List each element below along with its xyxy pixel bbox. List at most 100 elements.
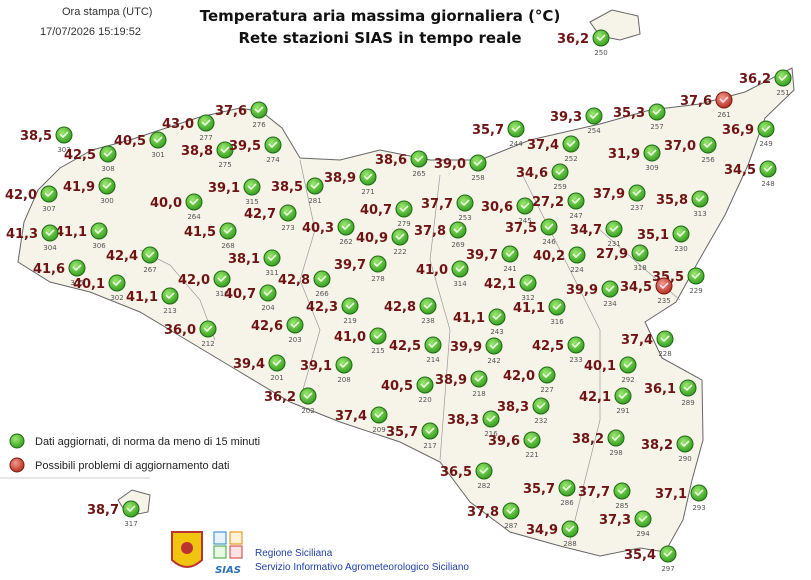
station: 216 38,3 [447,410,500,438]
station-temp: 36,2 [264,390,296,405]
station: 202 36,2 [264,387,317,415]
station-id: 242 [487,357,500,365]
station: 286 35,7 [523,479,576,507]
station: 292 40,1 [584,356,637,384]
station-id: 278 [371,275,384,283]
station-id: 314 [453,280,467,288]
sias-logo-text: SIAS [215,565,241,576]
station-check [153,136,163,144]
station-check [505,250,515,258]
station-id: 244 [509,140,523,148]
print-label: Ora stampa (UTC) [62,6,152,18]
station-check [363,173,373,181]
station-check [453,226,463,234]
station: 261 37,6 [680,91,733,119]
station-check [373,260,383,268]
station-temp: 34,9 [526,523,558,538]
station-id: 213 [163,307,176,315]
station-temp: 38,6 [375,153,407,168]
station-check [566,140,576,148]
station-check [345,302,355,310]
station-check [663,550,673,558]
station-temp: 42,0 [5,188,37,203]
station-temp: 40,2 [533,249,565,264]
station-temp: 36,1 [644,382,676,397]
station: 281 38,5 [271,177,324,205]
station-temp: 39,6 [488,434,520,449]
station-id: 227 [540,386,553,394]
station-check [527,436,537,444]
station-id: 318 [633,264,646,272]
station-temp: 39,7 [466,248,498,263]
station-check [617,487,627,495]
station-id: 281 [308,197,321,205]
station-check [428,341,438,349]
sias-logo-tile [213,531,227,545]
station-id: 313 [693,210,706,218]
station: 257 35,3 [613,103,666,131]
station-id: 258 [471,174,484,182]
station-check [283,209,293,217]
station-check [763,165,773,173]
station: 231 34,7 [570,220,623,248]
station: 302 40,1 [73,274,126,302]
station-temp: 35,1 [637,228,669,243]
station-check [220,146,230,154]
station-id: 235 [657,297,670,305]
station-temp: 39,7 [334,258,366,273]
station-id: 228 [658,350,671,358]
station: 314 41,0 [416,260,469,288]
station-id: 308 [101,165,114,173]
station: 303 38,5 [20,126,73,154]
station: 305 41,6 [33,259,86,287]
station-check [703,141,713,149]
station: 274 39,5 [229,136,282,164]
station: 246 37,5 [505,218,558,246]
station: 245 30,6 [481,197,534,225]
print-time: 17/07/2026 15:19:52 [40,26,141,38]
station-temp: 39,1 [300,359,332,374]
station-temp: 38,8 [181,144,213,159]
station: 289 36,1 [644,379,697,407]
station: 213 41,1 [126,287,179,315]
station-check [72,264,82,272]
station: 311 38,1 [228,249,281,277]
station-check [778,74,788,82]
station-check [596,34,606,42]
station-temp: 40,7 [360,203,392,218]
station: 254 39,3 [550,107,603,135]
station-check [272,359,282,367]
station: 282 36,5 [440,462,493,490]
station-temp: 27,2 [532,195,564,210]
station-check [605,285,615,293]
station-id: 275 [218,161,231,169]
station-temp: 38,9 [435,373,467,388]
station-check [317,275,327,283]
station-temp: 38,1 [228,252,260,267]
station-id: 203 [288,336,301,344]
station-id: 316 [550,318,564,326]
station-id: 266 [315,290,329,298]
station-temp: 37,7 [578,485,610,500]
station-check [536,402,546,410]
station-temp: 37,8 [467,505,499,520]
station-id: 276 [252,121,266,129]
station-temp: 39,4 [233,357,265,372]
station-id: 238 [421,317,434,325]
station: 294 37,3 [599,510,652,538]
station-id: 292 [621,376,634,384]
station: 253 37,7 [421,194,474,222]
station-temp: 42,8 [278,273,310,288]
station: 212 36,0 [164,320,217,348]
station-temp: 37,8 [414,224,446,239]
station: 252 37,4 [527,135,580,163]
station-check [506,507,516,515]
station: 234 39,9 [566,280,619,308]
station-id: 302 [110,294,123,302]
station-temp: 34,5 [724,163,756,178]
station-id: 305 [70,279,83,287]
station: 222 40,9 [356,228,409,256]
station-temp: 39,9 [450,340,482,355]
station-temp: 42,5 [64,148,96,163]
station-check [425,427,435,435]
